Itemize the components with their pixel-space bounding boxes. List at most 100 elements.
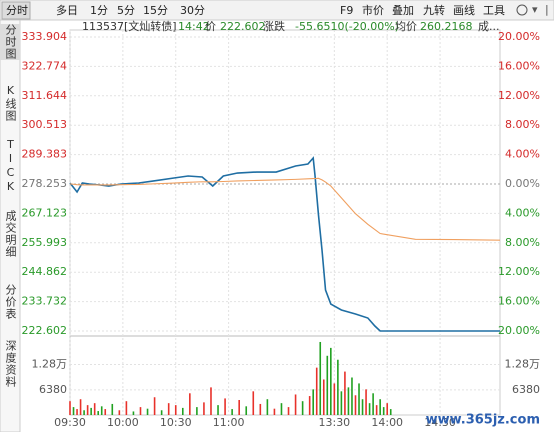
volume-bar <box>372 393 374 415</box>
volume-bar <box>365 389 367 415</box>
volume-bar <box>104 409 107 415</box>
volume-bar <box>361 399 364 415</box>
more-icon[interactable]: | <box>545 3 549 16</box>
volume-bar <box>139 407 142 415</box>
volume-bar <box>181 407 184 415</box>
volume-bar <box>76 409 78 415</box>
y-tick-label: 289.383 <box>22 148 68 161</box>
y2-tick-label: 0.00% <box>505 177 540 190</box>
volume-bar <box>386 403 389 415</box>
sidebar-tab[interactable]: 深度资料 <box>4 340 17 388</box>
volume-tick-label: 6380 <box>39 383 67 396</box>
y-tick-label: 222.602 <box>22 324 68 337</box>
toolbar-tab[interactable]: 5分 <box>117 4 135 17</box>
volume-bar <box>259 403 262 415</box>
toolbar <box>0 0 554 21</box>
sidebar-tab[interactable]: 成交明细 <box>4 210 17 258</box>
toolbar-tab[interactable]: 多日 <box>56 3 78 17</box>
toolbar-button[interactable]: F9 <box>340 4 353 17</box>
volume-bar <box>90 407 92 415</box>
sidebar-tab[interactable]: TICK <box>4 138 17 194</box>
x-tick-label: 14:30 <box>424 416 456 429</box>
volume-bar <box>97 411 99 415</box>
sidebar-tab[interactable]: K线图 <box>4 84 17 122</box>
volume-bar <box>146 408 149 415</box>
volume-bar <box>382 407 385 415</box>
volume-tick-label: 1.28万 <box>505 357 541 370</box>
info-text: 222.602 <box>220 20 266 33</box>
watermark: www.365jz.com <box>426 413 540 428</box>
x-tick-label: 14:00 <box>371 416 403 429</box>
y2-tick-label: 20.00% <box>498 30 540 43</box>
y-tick-label: 311.644 <box>22 89 68 102</box>
volume-bar <box>174 405 177 415</box>
volume-bar <box>238 400 240 415</box>
toolbar-tab[interactable]: 15分 <box>143 4 168 17</box>
volume-bar <box>315 367 318 415</box>
info-text: -55.6510(-20.00%) <box>295 20 399 33</box>
x-tick-label: 09:30 <box>54 416 86 429</box>
y-tick-label: 255.993 <box>22 236 68 249</box>
volume-bar <box>333 383 336 415</box>
y-tick-label: 322.774 <box>22 59 68 72</box>
volume-bar <box>358 383 360 415</box>
y2-tick-label: 8.00% <box>505 118 540 131</box>
volume-bar <box>160 410 163 415</box>
volume-bar <box>252 391 255 415</box>
volume-bar <box>196 407 198 415</box>
volume-bar <box>210 387 212 415</box>
volume-bar <box>100 406 103 415</box>
x-tick-label: 10:30 <box>160 416 192 429</box>
info-text: 成... <box>478 20 500 33</box>
x-tick-label: 13:30 <box>318 416 350 429</box>
volume-bar <box>330 347 332 415</box>
volume-bar <box>224 398 226 415</box>
info-text: 涨跌 <box>263 19 285 33</box>
volume-bar <box>167 403 170 415</box>
volume-bar <box>111 403 114 415</box>
sidebar-tab[interactable]: 分价表 <box>4 284 17 320</box>
volume-tick-label: 6380 <box>512 383 540 396</box>
toolbar-tab[interactable]: 30分 <box>180 4 205 17</box>
sidebar-tab[interactable]: 分时图 <box>0 24 20 60</box>
toolbar-button[interactable]: 九转 <box>423 3 445 17</box>
info-text: 260.2168 <box>420 20 473 33</box>
toolbar-button[interactable]: 叠加 <box>392 4 414 17</box>
y-tick-label: 244.862 <box>22 265 68 278</box>
volume-bar <box>86 405 89 415</box>
volume-bar <box>347 387 350 415</box>
volume-bar <box>245 406 248 415</box>
y2-tick-label: 4.00% <box>505 206 540 219</box>
volume-bar <box>72 407 75 415</box>
volume-bar <box>132 411 135 415</box>
volume-bar <box>69 401 71 415</box>
volume-bar <box>340 391 343 415</box>
dropdown-icon[interactable]: ▾ <box>532 3 538 16</box>
volume-bar <box>301 401 304 415</box>
volume-bar <box>125 401 128 415</box>
toolbar-tab[interactable]: 分时 <box>6 4 28 17</box>
y2-tick-label: 16.00% <box>498 59 540 72</box>
price-line <box>69 177 501 241</box>
toolbar-button[interactable]: 市价 <box>362 3 384 17</box>
toolbar-tab[interactable]: 1分 <box>90 4 108 17</box>
info-text: 均价 <box>395 20 417 33</box>
volume-tick-label: 1.28万 <box>32 357 68 370</box>
volume-bar <box>93 403 96 415</box>
volume-bar <box>280 403 283 415</box>
sidebar <box>0 19 21 432</box>
frame <box>69 29 501 416</box>
volume-bar <box>337 359 339 415</box>
gear-icon[interactable] <box>516 4 528 16</box>
volume-bar <box>368 403 371 415</box>
toolbar-button[interactable]: 工具 <box>483 4 505 17</box>
volume-bar <box>153 397 156 415</box>
toolbar-button[interactable]: 画线 <box>453 3 475 17</box>
volume-bar <box>294 394 297 415</box>
y2-tick-label: 8.00% <box>505 236 540 249</box>
y2-tick-label: 12.00% <box>498 89 540 102</box>
volume-bar <box>83 410 85 415</box>
volume-bar <box>266 399 269 415</box>
volume-bar <box>273 408 276 415</box>
